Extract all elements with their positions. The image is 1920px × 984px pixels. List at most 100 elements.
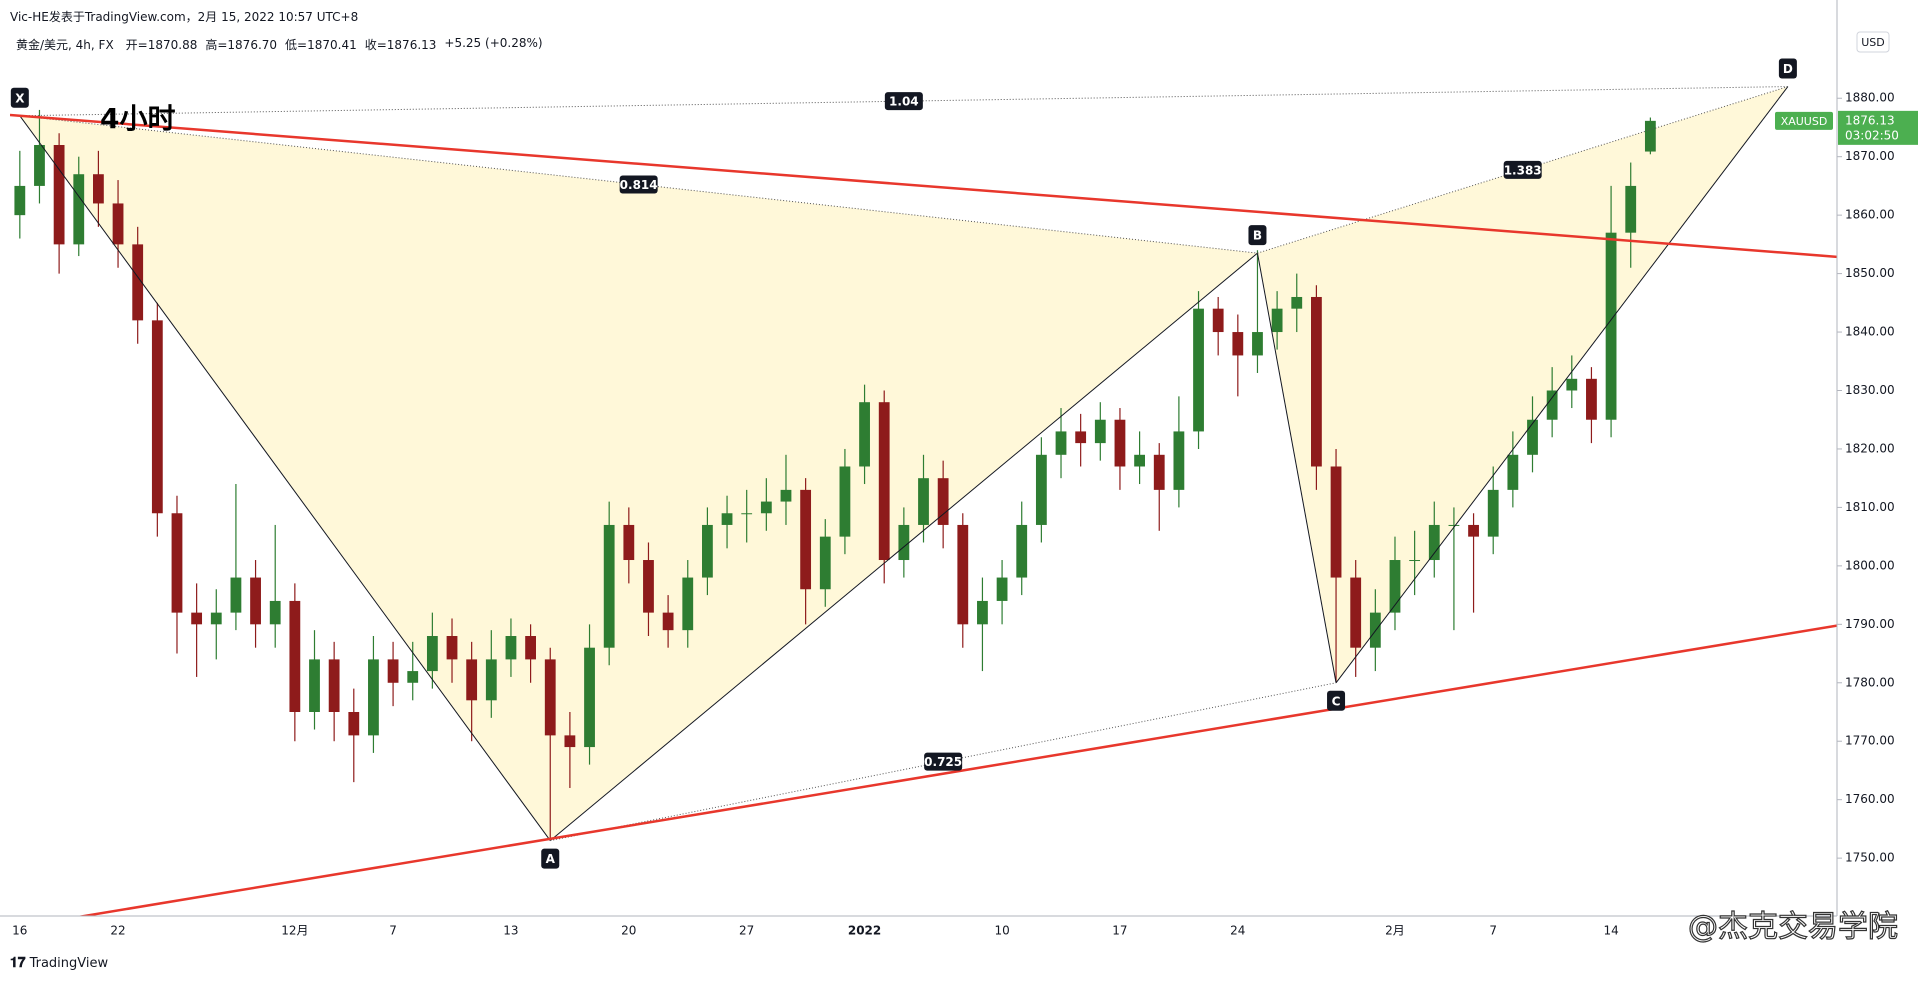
point-box	[1778, 58, 1797, 79]
x-tick-label: 2022	[848, 924, 881, 938]
brand-name: TradingView	[29, 955, 109, 971]
candle-body	[1193, 308, 1204, 432]
candle-body	[1644, 120, 1656, 152]
candle-body	[505, 636, 517, 660]
candle-body	[937, 478, 949, 525]
candle-body	[1114, 419, 1126, 467]
pattern-leg	[549, 252, 1258, 841]
legend-item: 开=1870.88	[125, 38, 198, 52]
candle-body	[1134, 454, 1145, 467]
candle-body	[387, 659, 399, 683]
pattern-leg	[1256, 253, 1337, 683]
y-tick-label: 1870.00	[1845, 149, 1895, 163]
legend: 黄金/美元, 4h, FX 开=1870.88 高=1876.70 低=1870.41…	[16, 36, 543, 53]
x-tick-label: 7	[389, 924, 397, 938]
candle-body	[1605, 232, 1617, 420]
pattern-leg	[19, 115, 551, 841]
candle-body	[1311, 296, 1322, 467]
price-box	[1838, 110, 1918, 145]
header: Vic-HE发表于TradingView.com，2月 15, 2022 10:…	[10, 10, 359, 24]
legend-item: 收=1876.13	[364, 38, 437, 52]
legend-item: +5.25 (+0.28%)	[444, 36, 543, 50]
y-tick-label: 1830.00	[1845, 383, 1895, 397]
countdown-label: 03:02:50	[1845, 128, 1899, 142]
candle-body	[918, 478, 929, 525]
candle-body	[1055, 431, 1067, 455]
point-label: X	[15, 91, 25, 105]
ratio-line	[19, 115, 1258, 254]
candle-body	[132, 244, 144, 321]
candle-body	[407, 671, 419, 683]
x-tick-label: 27	[739, 924, 754, 938]
ratio-label: 0.725	[924, 755, 962, 769]
point-label: B	[1253, 229, 1262, 243]
y-tick-label: 1790.00	[1845, 617, 1895, 631]
pattern-leg	[1335, 86, 1789, 684]
candle-body	[14, 185, 26, 216]
candle-body	[1527, 419, 1538, 455]
ratio-label: 1.04	[889, 95, 919, 109]
candle-body	[584, 647, 595, 748]
candle-body	[898, 524, 910, 561]
candle-body	[191, 612, 203, 625]
ratio-line	[19, 86, 1788, 117]
y-tick-label: 1840.00	[1845, 325, 1895, 339]
candle-body	[1625, 185, 1637, 233]
candle-body	[1448, 524, 1460, 526]
y-tick-label: 1820.00	[1845, 441, 1895, 455]
candle-body	[1291, 296, 1303, 309]
x-tick-label: 13	[503, 924, 518, 938]
candle-body	[957, 524, 969, 625]
x-tick-label: 10	[994, 924, 1009, 938]
x-tick-label: 16	[12, 924, 27, 938]
candle-body	[230, 577, 242, 613]
candle-body	[1350, 577, 1362, 648]
ratio-box	[619, 175, 658, 194]
y-tick-label: 1760.00	[1845, 792, 1895, 806]
candle-body	[426, 636, 438, 672]
candle-body	[1016, 524, 1028, 578]
candle-body	[780, 489, 792, 502]
candle-body	[73, 174, 85, 245]
candle-body	[309, 659, 320, 712]
y-tick-label: 1860.00	[1845, 208, 1895, 222]
candle-body	[1212, 308, 1224, 333]
candle-body	[151, 320, 163, 514]
candle-body	[525, 636, 536, 660]
candle-body	[1153, 454, 1165, 490]
candle-body	[800, 489, 812, 590]
candle-body	[289, 600, 301, 712]
currency: USD	[1861, 36, 1885, 49]
point-label: C	[1332, 694, 1341, 708]
x-tick-label: 22	[110, 924, 125, 938]
pattern-area	[19, 115, 1258, 841]
candle-body	[878, 402, 890, 561]
candle-body	[485, 659, 497, 701]
candle-body	[643, 560, 654, 613]
candle-body	[819, 536, 831, 590]
point-box	[1248, 225, 1267, 246]
plot-area	[10, 86, 1837, 916]
x-tick-label: 24	[1230, 924, 1245, 938]
y-tick-label: 1780.00	[1845, 675, 1895, 689]
candle-body	[662, 612, 674, 631]
x-tick-label: 20	[621, 924, 636, 938]
y-tick-label: 1810.00	[1845, 500, 1895, 514]
candle-body	[368, 659, 379, 736]
currency-box	[1856, 31, 1890, 53]
candle-body	[741, 513, 753, 515]
candle-body	[34, 144, 45, 186]
candle-body	[1173, 431, 1185, 490]
ratio-box	[884, 92, 923, 111]
candle-body	[1094, 419, 1106, 444]
candle-body	[446, 636, 458, 660]
x-tick-label: 14	[1603, 924, 1618, 938]
annotation: 4小时	[100, 102, 175, 135]
legend-item: 低=1870.41	[285, 38, 357, 52]
y-tick-label: 1750.00	[1845, 851, 1895, 865]
candle-body	[1035, 454, 1047, 525]
symbol-box	[1775, 111, 1833, 130]
candle-body	[93, 174, 104, 204]
candle-body	[348, 711, 360, 736]
